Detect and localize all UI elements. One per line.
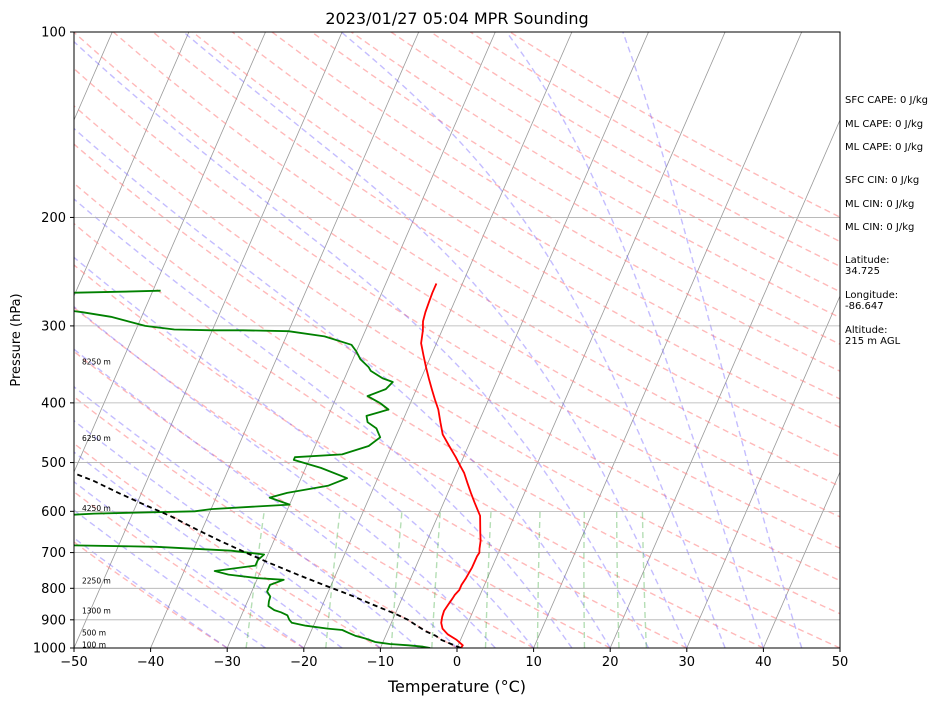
ml-cape-text-2: ML CAPE: 0 J/kg [845, 142, 924, 153]
ml-cape-text: ML CAPE: 0 J/kg [845, 119, 924, 130]
mixing-ratio-line [616, 511, 620, 648]
height-label: 4250 m [82, 504, 111, 513]
ml-cin-text: ML CIN: 0 J/kg [845, 199, 915, 210]
isotherm-line [763, 470, 840, 648]
dry-adiabat-line [74, 442, 381, 648]
y-tick-label: 1000 [33, 642, 66, 657]
dry-adiabat-line [74, 541, 228, 648]
height-label: 6250 m [82, 434, 111, 443]
plot-frame [73, 31, 841, 649]
isotherm-line [609, 118, 840, 648]
temperature-profile-line [420, 283, 482, 648]
isotherm-line [150, 32, 420, 648]
dry-adiabat-line [152, 32, 840, 458]
isotherm-line [74, 32, 266, 474]
moist-adiabat-line [74, 127, 611, 648]
dry-adiabat-line [74, 143, 840, 615]
moist-adiabat-line [74, 480, 305, 648]
moist-adiabat-line [74, 348, 458, 648]
dewpoint-profile-line [74, 289, 431, 648]
isotherm-line [686, 294, 840, 648]
x-tick-label: −20 [290, 655, 317, 670]
mixing-ratio-line [325, 511, 341, 648]
x-tick-label: 40 [755, 655, 772, 670]
x-axis: −50 −40 −30 −20 −10 0 10 20 30 40 50 [60, 648, 848, 670]
height-label: 1300 m [82, 606, 111, 615]
height-label: 8250 m [82, 358, 111, 367]
isotherm-line [380, 32, 649, 648]
dry-adiabat-line [74, 350, 534, 648]
moist-adiabat-line [74, 385, 420, 648]
mixing-ratio-line [536, 511, 541, 648]
x-tick-label: 50 [832, 655, 849, 670]
dry-adiabat-line [311, 32, 840, 345]
moist-adiabat-line [74, 256, 535, 648]
isotherm-line [533, 32, 803, 648]
moist-adiabat-line [340, 32, 726, 648]
moist-adiabat-line [74, 40, 650, 648]
x-axis-label: Temperature (°C) [387, 677, 526, 696]
isotherm-line [456, 32, 726, 648]
dry-adiabat-line [74, 67, 840, 550]
y-tick-label: 400 [41, 396, 66, 411]
y-tick-label: 800 [41, 582, 66, 597]
moist-adiabat-line [622, 32, 803, 648]
isotherm-line [303, 32, 573, 648]
y-tick-label: 100 [41, 26, 66, 41]
isotherm-line [226, 32, 496, 648]
x-tick-label: −40 [137, 655, 164, 670]
dry-adiabat-line [271, 32, 840, 372]
dry-adiabat-line [74, 395, 458, 648]
dry-adiabat-line [74, 306, 611, 648]
isotherm-line [74, 32, 190, 298]
x-tick-label: 30 [679, 655, 696, 670]
x-tick-label: −30 [213, 655, 240, 670]
sfc-cin-text: SFC CIN: 0 J/kg [845, 175, 920, 186]
y-tick-label: 500 [41, 456, 66, 471]
y-axis-label: Pressure (hPa) [9, 293, 24, 386]
mixing-ratio-line [641, 511, 648, 648]
x-tick-label: 0 [453, 655, 461, 670]
y-tick-label: 900 [41, 613, 66, 628]
height-label: 100 m [82, 640, 106, 649]
moist-adiabat-line [74, 198, 573, 648]
height-label: 2250 m [82, 576, 111, 585]
x-tick-label: −50 [60, 655, 87, 670]
x-tick-label: 20 [602, 655, 619, 670]
y-tick-label: 200 [41, 211, 66, 226]
dry-adiabat-line [74, 32, 840, 518]
moist-adiabat-line [74, 451, 343, 648]
dry-adiabat-line [192, 32, 840, 429]
parcel-profile-line [74, 472, 462, 648]
latitude-text: Latitude: 34.725 [845, 255, 890, 277]
dry-adiabat-line [74, 182, 840, 648]
moist-adiabat-line [74, 509, 266, 648]
y-tick-label: 600 [41, 505, 66, 520]
mixing-ratio-line [390, 511, 403, 648]
height-label: 500 m [82, 628, 106, 637]
y-tick-label: 700 [41, 546, 66, 561]
dry-adiabat-line [74, 491, 305, 648]
moist-adiabat-line [74, 419, 381, 648]
moist-adiabat-line [505, 32, 765, 648]
moist-adiabat-line [74, 537, 228, 648]
dry-adiabat-line [74, 105, 840, 582]
y-axis: 100 200 300 400 500 600 700 800 900 1000 [33, 26, 74, 657]
x-tick-label: −10 [367, 655, 394, 670]
dry-adiabat-line [74, 264, 688, 648]
x-tick-label: 10 [525, 655, 542, 670]
altitude-text: Altitude: 215 m AGL [845, 325, 901, 347]
moist-adiabat-line [183, 32, 688, 648]
sfc-cape-text: SFC CAPE: 0 J/kg [845, 95, 928, 106]
plot-area: 100 m 500 m 1300 m 2250 m 4250 m 6250 m 8250 m [74, 32, 840, 649]
mixing-ratio-line [431, 511, 441, 648]
longitude-text: Longitude: -86.647 [845, 290, 899, 312]
chart-title: 2023/01/27 05:04 MPR Sounding [325, 9, 588, 28]
y-tick-label: 300 [41, 319, 66, 334]
ml-cin-text-2: ML CIN: 0 J/kg [845, 222, 915, 233]
